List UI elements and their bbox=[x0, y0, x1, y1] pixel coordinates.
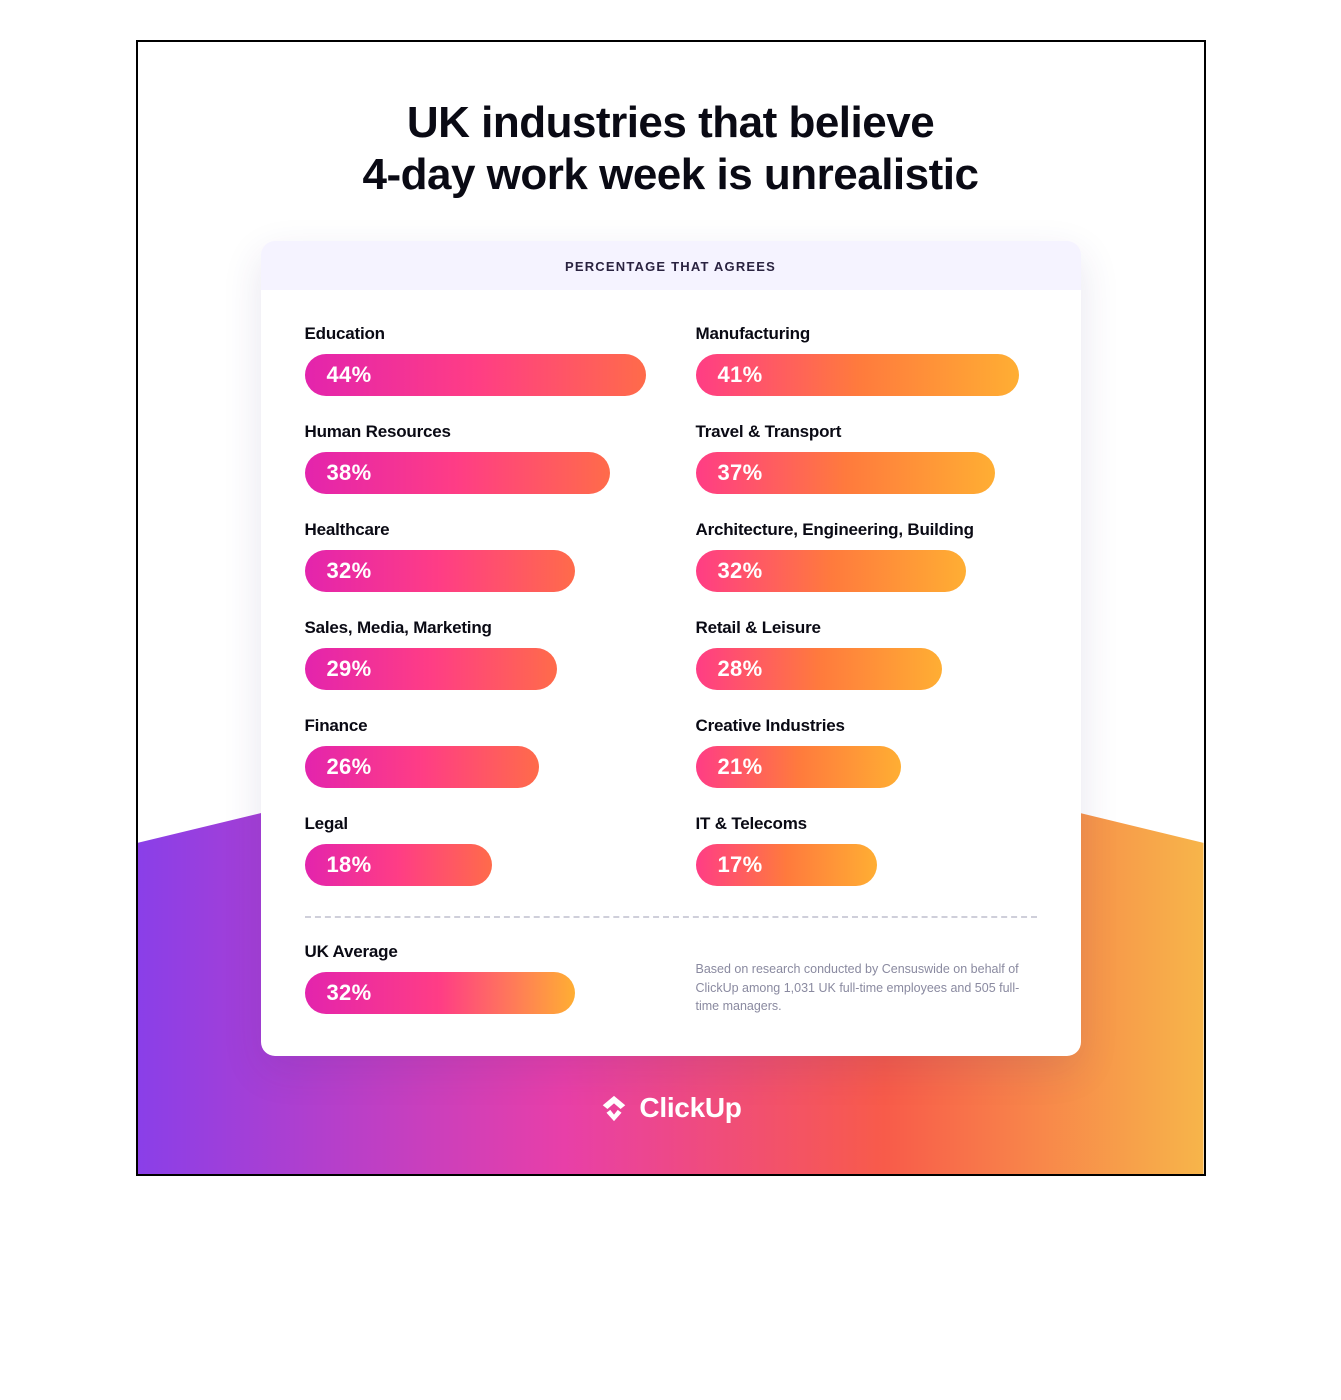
bar: 29% bbox=[305, 648, 558, 690]
bar-value: 32% bbox=[718, 558, 763, 584]
bar-wrap: 18% bbox=[305, 844, 646, 886]
bar-label: IT & Telecoms bbox=[696, 814, 1037, 834]
clickup-logo-icon bbox=[599, 1093, 629, 1123]
bar-label: Travel & Transport bbox=[696, 422, 1037, 442]
infographic-frame: UK industries that believe 4-day work we… bbox=[136, 40, 1206, 1176]
bar-wrap: 37% bbox=[696, 452, 1037, 494]
bar: 38% bbox=[305, 452, 611, 494]
bar-item: Healthcare 32% bbox=[305, 520, 646, 592]
bar-item: IT & Telecoms 17% bbox=[696, 814, 1037, 886]
bar-label: Education bbox=[305, 324, 646, 344]
bar-label: Finance bbox=[305, 716, 646, 736]
bar-value: 28% bbox=[718, 656, 763, 682]
title-line-2: 4-day work week is unrealistic bbox=[363, 150, 979, 199]
bar-wrap: 28% bbox=[696, 648, 1037, 690]
bar-label: Manufacturing bbox=[696, 324, 1037, 344]
bar: 44% bbox=[305, 354, 646, 396]
bar-label-average: UK Average bbox=[305, 942, 646, 962]
bar-value: 37% bbox=[718, 460, 763, 486]
card-header: PERCENTAGE THAT AGREES bbox=[261, 241, 1081, 290]
bar-wrap: 29% bbox=[305, 648, 646, 690]
bar-wrap: 32% bbox=[696, 550, 1037, 592]
bar-item: Sales, Media, Marketing 29% bbox=[305, 618, 646, 690]
bar: 32% bbox=[696, 550, 966, 592]
brand: ClickUp bbox=[138, 1092, 1204, 1124]
bar-wrap-average: 32% bbox=[305, 972, 646, 1014]
bar-item: Education 44% bbox=[305, 324, 646, 396]
bar-value: 21% bbox=[718, 754, 763, 780]
bar: 26% bbox=[305, 746, 540, 788]
bar-wrap: 21% bbox=[696, 746, 1037, 788]
bar-value: 29% bbox=[327, 656, 372, 682]
bar-wrap: 32% bbox=[305, 550, 646, 592]
bar: 37% bbox=[696, 452, 996, 494]
bar-wrap: 38% bbox=[305, 452, 646, 494]
bar-value: 17% bbox=[718, 852, 763, 878]
bar-value: 38% bbox=[327, 460, 372, 486]
bar-value: 32% bbox=[327, 558, 372, 584]
bars-grid: Education 44% Manufacturing 41% Human Resour… bbox=[261, 290, 1081, 886]
bar-label: Healthcare bbox=[305, 520, 646, 540]
bar-item: Manufacturing 41% bbox=[696, 324, 1037, 396]
bar-label: Legal bbox=[305, 814, 646, 834]
uk-average-item: UK Average 32% bbox=[305, 942, 646, 1014]
bar-item: Retail & Leisure 28% bbox=[696, 618, 1037, 690]
footer-row: UK Average 32% Based on research conduct… bbox=[261, 918, 1081, 1056]
bar: 21% bbox=[696, 746, 902, 788]
bar-wrap: 41% bbox=[696, 354, 1037, 396]
bar-value: 18% bbox=[327, 852, 372, 878]
page-title: UK industries that believe 4-day work we… bbox=[178, 97, 1164, 201]
bar-value-average: 32% bbox=[327, 980, 372, 1006]
bar-item: Creative Industries 21% bbox=[696, 716, 1037, 788]
bar-wrap: 44% bbox=[305, 354, 646, 396]
bar-item: Human Resources 38% bbox=[305, 422, 646, 494]
bar-label: Retail & Leisure bbox=[696, 618, 1037, 638]
bar-label: Creative Industries bbox=[696, 716, 1037, 736]
bar-item: Finance 26% bbox=[305, 716, 646, 788]
bar: 41% bbox=[696, 354, 1019, 396]
bar-average: 32% bbox=[305, 972, 575, 1014]
bar-wrap: 26% bbox=[305, 746, 646, 788]
chart-card: PERCENTAGE THAT AGREES Education 44% Manuf… bbox=[261, 241, 1081, 1056]
bar-value: 26% bbox=[327, 754, 372, 780]
brand-name: ClickUp bbox=[639, 1092, 741, 1124]
bar: 18% bbox=[305, 844, 493, 886]
footnote: Based on research conducted by Censuswid… bbox=[696, 942, 1037, 1016]
bar: 32% bbox=[305, 550, 575, 592]
bar-wrap: 17% bbox=[696, 844, 1037, 886]
bar-item: Travel & Transport 37% bbox=[696, 422, 1037, 494]
title-line-1: UK industries that believe bbox=[407, 98, 934, 147]
bar-value: 44% bbox=[327, 362, 372, 388]
bar-label: Architecture, Engineering, Building bbox=[696, 520, 1037, 540]
bar: 28% bbox=[696, 648, 943, 690]
bar-value: 41% bbox=[718, 362, 763, 388]
bar-label: Human Resources bbox=[305, 422, 646, 442]
bar-item: Legal 18% bbox=[305, 814, 646, 886]
bar-item: Architecture, Engineering, Building 32% bbox=[696, 520, 1037, 592]
bar: 17% bbox=[696, 844, 878, 886]
bar-label: Sales, Media, Marketing bbox=[305, 618, 646, 638]
